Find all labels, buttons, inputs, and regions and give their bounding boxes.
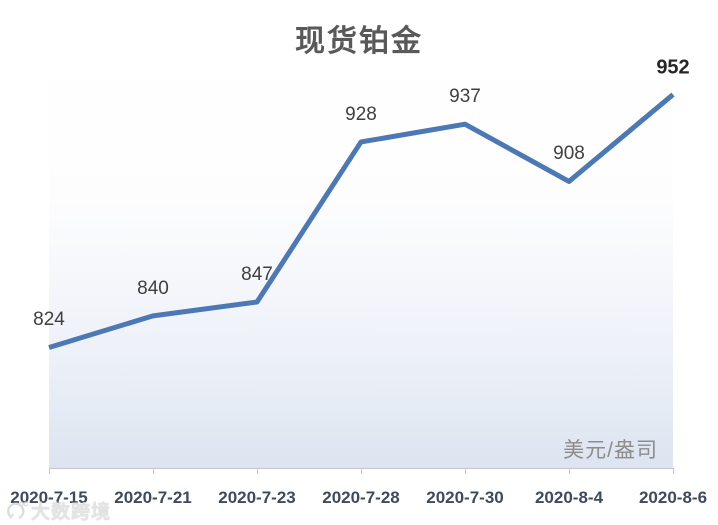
unit-label: 美元/盎司	[563, 439, 658, 462]
x-axis-label: 2020-7-21	[114, 488, 192, 507]
plot-area	[49, 55, 673, 468]
x-axis-label: 2020-7-30	[426, 488, 504, 507]
data-label: 824	[33, 309, 65, 331]
x-axis-label: 2020-7-28	[322, 488, 400, 507]
x-axis-label: 2020-8-6	[638, 488, 708, 507]
data-label: 847	[241, 264, 273, 285]
chart-title: 现货铂金	[295, 25, 423, 58]
watermark: 大数跨境	[6, 497, 111, 524]
x-axis-label: 2020-7-23	[218, 488, 296, 507]
x-axis-label: 2020-8-4	[534, 488, 604, 507]
watermark-text: 大数跨境	[31, 502, 112, 523]
x-axis-label: 2020-7-15	[10, 488, 88, 507]
price-line-series	[48, 92, 675, 350]
data-label: 908	[553, 143, 585, 165]
data-label: 928	[345, 103, 377, 125]
compass-logo-icon	[7, 501, 28, 519]
data-label: 952	[656, 56, 690, 79]
data-label: 840	[137, 277, 169, 299]
data-label: 937	[449, 86, 481, 108]
